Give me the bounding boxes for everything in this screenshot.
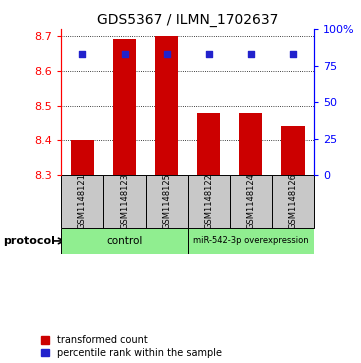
Text: protocol: protocol [4, 236, 56, 246]
Bar [113, 40, 136, 175]
Point [164, 51, 170, 57]
Bar [188, 175, 230, 228]
Text: GSM1148125: GSM1148125 [162, 174, 171, 229]
Bar [230, 175, 272, 228]
Title: GDS5367 / ILMN_1702637: GDS5367 / ILMN_1702637 [97, 13, 278, 26]
Bar [197, 113, 220, 175]
Text: GSM1148126: GSM1148126 [288, 174, 297, 229]
Bar [61, 228, 188, 254]
Point [79, 51, 85, 57]
Bar [155, 36, 178, 175]
Text: GSM1148124: GSM1148124 [247, 174, 255, 229]
Bar [239, 113, 262, 175]
Legend: transformed count, percentile rank within the sample: transformed count, percentile rank withi… [41, 335, 222, 358]
Text: control: control [106, 236, 143, 246]
Text: miR-542-3p overexpression: miR-542-3p overexpression [193, 236, 309, 245]
Text: GSM1148121: GSM1148121 [78, 174, 87, 229]
Point [290, 51, 296, 57]
Text: GSM1148123: GSM1148123 [120, 174, 129, 229]
Bar [282, 126, 305, 175]
Bar [104, 175, 145, 228]
Bar [71, 140, 94, 175]
Point [122, 51, 127, 57]
Bar [272, 175, 314, 228]
Bar [61, 175, 104, 228]
Bar [145, 175, 188, 228]
Point [206, 51, 212, 57]
Bar [188, 228, 314, 254]
Text: GSM1148122: GSM1148122 [204, 174, 213, 229]
Point [248, 51, 254, 57]
